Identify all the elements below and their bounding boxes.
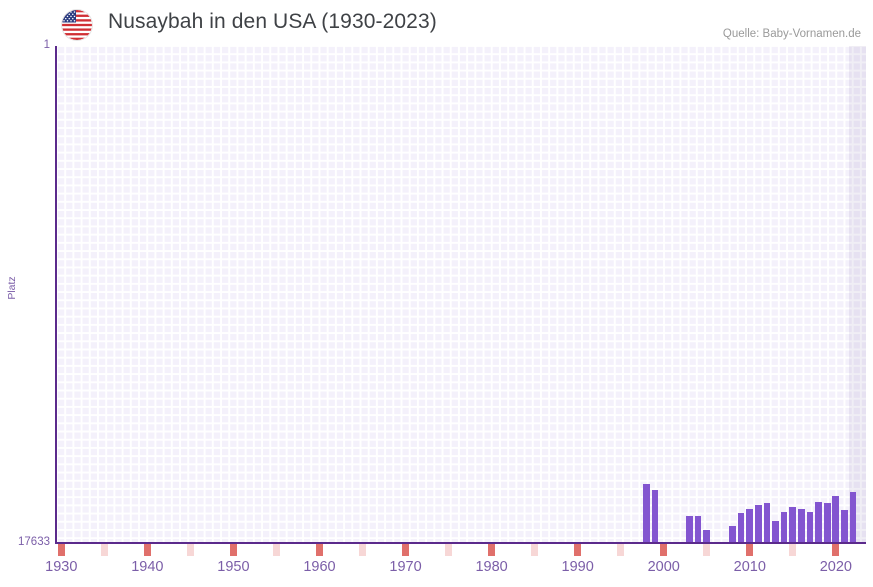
x-axis-tick-major	[832, 544, 840, 556]
x-axis-tick-label: 1970	[389, 559, 422, 575]
x-axis-tick-label: 1980	[475, 559, 508, 575]
y-axis-title: Platz	[6, 276, 18, 300]
chart-grid	[57, 46, 866, 542]
x-axis-tick-strip	[57, 544, 866, 556]
chart-bar	[815, 501, 822, 542]
chart-bar	[772, 521, 779, 542]
x-axis-tick-label: 1950	[217, 559, 250, 575]
chart-bar	[806, 511, 814, 542]
chart-plot-area	[57, 46, 866, 542]
x-axis-tick-minor	[703, 544, 711, 556]
chart-bar	[703, 529, 711, 542]
chart-bar	[686, 515, 693, 542]
source-label: Quelle: Baby-Vornamen.de	[722, 28, 861, 40]
x-axis-tick-minor	[789, 544, 797, 556]
x-axis-line	[55, 542, 866, 544]
x-axis-tick-label: 2000	[647, 559, 680, 575]
page-title: Nusaybah in den USA (1930-2023)	[108, 10, 437, 33]
x-axis-labels: 1930 1940 1950 1960 1970 1980 1990 2000 2010 2020	[0, 559, 873, 581]
chart-bar	[823, 503, 831, 542]
x-axis-tick-label: 2010	[733, 559, 766, 575]
x-axis-tick-major	[746, 544, 754, 556]
x-axis-tick-major	[488, 544, 495, 556]
x-axis-tick-minor	[273, 544, 280, 556]
x-axis-tick-label: 1930	[45, 559, 78, 575]
x-axis-tick-major	[229, 544, 237, 556]
chart-bar	[737, 512, 745, 542]
chart-bar	[798, 508, 805, 542]
chart-bars	[57, 46, 866, 542]
y-axis-label-bottom: 17633	[18, 536, 50, 548]
x-axis-tick-major	[660, 544, 667, 556]
x-axis-tick-major	[143, 544, 151, 556]
x-axis-tick-label: 1940	[131, 559, 164, 575]
chart-bar	[832, 496, 840, 542]
x-axis-tick-minor	[186, 544, 194, 556]
x-axis-tick-major	[316, 544, 323, 556]
x-axis-tick-minor	[531, 544, 538, 556]
chart-bar	[651, 490, 659, 542]
chart-bar	[643, 483, 650, 542]
chart-bar	[849, 491, 857, 542]
x-axis-tick-major	[402, 544, 409, 556]
x-axis-tick-minor	[445, 544, 452, 556]
chart-bar	[754, 504, 762, 542]
chart-bar	[841, 510, 848, 542]
chart-bar	[694, 515, 702, 542]
chart-bar	[763, 503, 771, 542]
x-axis-tick-minor	[617, 544, 624, 556]
x-axis-tick-label: 2020	[819, 559, 853, 575]
x-axis-tick-major	[574, 544, 581, 556]
chart-bar	[746, 508, 754, 542]
x-axis-tick-minor	[359, 544, 366, 556]
chart-shaded-region	[848, 46, 866, 542]
y-axis-line	[55, 46, 57, 544]
us-flag-icon	[62, 10, 92, 40]
x-axis-tick-label: 1990	[561, 559, 594, 575]
chart-bar	[729, 525, 736, 542]
y-axis-label-top: 1	[43, 39, 50, 51]
chart-header: Nusaybah in den USA (1930-2023) Quelle: …	[0, 0, 873, 46]
x-axis-tick-label: 1960	[303, 559, 336, 575]
chart-bar	[789, 507, 797, 542]
x-axis-tick-major	[57, 544, 65, 556]
x-axis-tick-minor	[100, 544, 108, 556]
chart-bar	[780, 511, 788, 542]
